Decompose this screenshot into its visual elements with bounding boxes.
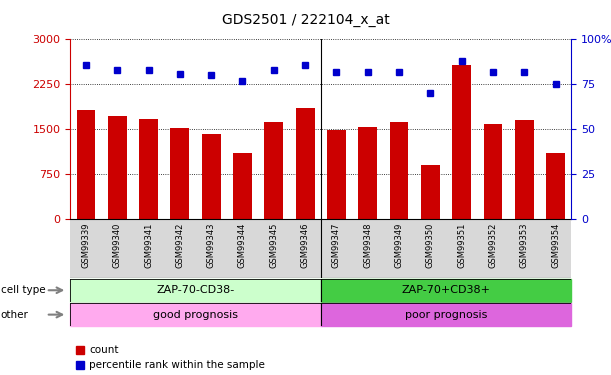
Bar [139,118,158,219]
Text: ZAP-70-CD38-: ZAP-70-CD38- [156,285,235,295]
Text: other: other [1,310,29,320]
Bar [327,130,346,219]
Bar [76,346,84,354]
Bar [484,124,502,219]
Bar [421,165,440,219]
Bar [76,110,95,219]
Text: GSM99347: GSM99347 [332,222,341,268]
Bar [70,279,321,302]
Bar [202,134,221,219]
Bar [321,279,571,302]
Bar [515,120,534,219]
Bar [233,153,252,219]
Text: cell type: cell type [1,285,45,295]
Text: good prognosis: good prognosis [153,310,238,320]
Text: percentile rank within the sample: percentile rank within the sample [89,360,265,370]
Text: count: count [89,345,119,355]
Bar [359,127,377,219]
Text: GSM99354: GSM99354 [551,222,560,268]
Bar [108,116,126,219]
Text: ZAP-70+CD38+: ZAP-70+CD38+ [401,285,491,295]
Text: GSM99344: GSM99344 [238,222,247,268]
Text: GSM99349: GSM99349 [395,222,403,268]
Text: GSM99343: GSM99343 [207,222,216,268]
Text: GSM99351: GSM99351 [457,222,466,268]
Text: GDS2501 / 222104_x_at: GDS2501 / 222104_x_at [222,13,389,27]
Bar [546,153,565,219]
Text: GSM99353: GSM99353 [520,222,529,268]
Bar [452,64,471,219]
Text: GSM99339: GSM99339 [81,222,90,268]
Text: GSM99341: GSM99341 [144,222,153,268]
Bar [170,128,189,219]
Text: GSM99346: GSM99346 [301,222,310,268]
Bar [321,303,571,326]
Text: GSM99352: GSM99352 [489,222,497,268]
Text: GSM99350: GSM99350 [426,222,435,268]
Text: GSM99340: GSM99340 [113,222,122,268]
Text: poor prognosis: poor prognosis [405,310,487,320]
Text: GSM99345: GSM99345 [269,222,278,268]
Bar [265,122,284,219]
Text: GSM99342: GSM99342 [175,222,185,268]
Bar [70,303,321,326]
Bar [76,362,84,369]
Bar [296,108,315,219]
Bar [390,122,409,219]
Text: GSM99348: GSM99348 [364,222,372,268]
